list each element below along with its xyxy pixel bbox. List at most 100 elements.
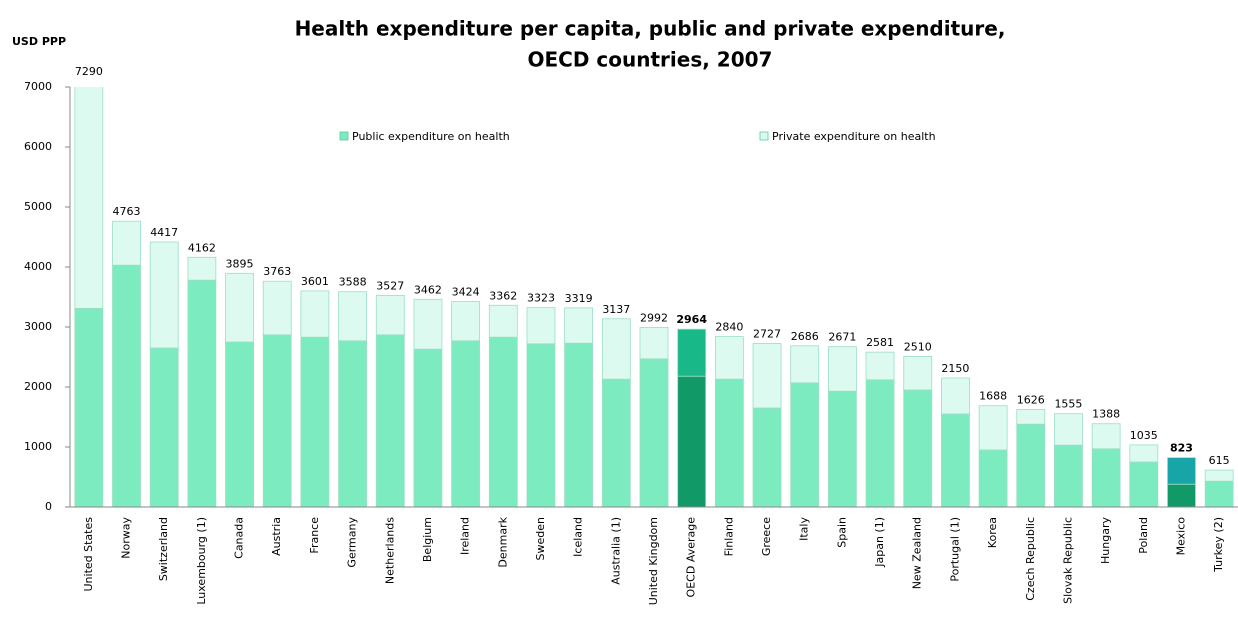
x-tick-label: Turkey (2)	[1212, 517, 1225, 573]
total-label: 1388	[1092, 408, 1120, 421]
x-tick-label: Hungary	[1099, 517, 1112, 564]
x-tick-label: France	[308, 517, 321, 554]
bar-segment	[1167, 483, 1196, 508]
bar-segment	[752, 407, 782, 508]
chart-title: OECD countries, 2007	[528, 48, 773, 72]
bar-segment	[1054, 413, 1083, 446]
total-label: 3362	[489, 289, 517, 302]
total-label: 2727	[753, 327, 781, 340]
total-label: 3895	[226, 257, 254, 270]
total-label: 2671	[828, 331, 856, 344]
bar-segment	[601, 318, 631, 380]
bar-segment	[827, 346, 857, 392]
bar-segment	[1091, 423, 1121, 450]
x-tick-label: Iceland	[572, 517, 585, 557]
y-tick-label: 5000	[24, 200, 52, 213]
total-label: 3763	[263, 265, 291, 278]
bar-segment	[865, 379, 895, 508]
bar-segment	[1129, 461, 1159, 508]
legend-swatch	[339, 131, 349, 141]
bar-segment	[187, 279, 217, 508]
total-label: 615	[1209, 454, 1230, 467]
bar-segment	[451, 340, 481, 508]
chart-title: Health expenditure per capita, public an…	[295, 17, 1006, 41]
bar-segment	[1167, 457, 1196, 485]
legend-swatch	[759, 131, 769, 141]
bar-segment	[978, 449, 1008, 508]
bar-segment	[451, 301, 481, 342]
total-label: 2686	[791, 330, 819, 343]
bar-segment	[526, 343, 556, 508]
bar-segment	[639, 358, 669, 508]
total-label: 3323	[527, 292, 555, 305]
bar-segment	[488, 304, 518, 338]
bar-segment	[790, 382, 820, 508]
bar-segment	[187, 256, 217, 281]
legend-label: Private expenditure on health	[772, 130, 936, 143]
bar-segment	[300, 290, 330, 338]
bar-segment	[941, 377, 970, 415]
total-label: 2964	[676, 313, 707, 326]
total-label: 2510	[904, 340, 932, 353]
x-tick-label: Finland	[722, 517, 735, 556]
bar-segment	[1204, 469, 1234, 482]
x-tick-label: Australia (1)	[609, 517, 622, 585]
total-label: 3601	[301, 275, 329, 288]
x-tick-label: Korea	[986, 517, 999, 548]
bar-segment	[413, 348, 443, 508]
bar-segment	[375, 334, 405, 508]
x-tick-label: Spain	[835, 517, 848, 548]
bar-segment	[714, 336, 744, 380]
x-tick-label: Denmark	[496, 516, 509, 567]
total-label: 2840	[715, 321, 743, 334]
bar-segment	[941, 413, 970, 508]
x-tick-label: Switzerland	[157, 517, 170, 581]
bar-segment	[978, 405, 1008, 451]
bar-segment	[677, 375, 707, 508]
bar-segment	[262, 280, 292, 336]
bar-segment	[225, 272, 254, 343]
total-label: 3527	[376, 279, 404, 292]
x-tick-label: Canada	[233, 517, 246, 559]
bar-segment	[903, 389, 933, 508]
x-tick-label: Czech Republic	[1024, 517, 1037, 601]
total-label: 1626	[1017, 393, 1045, 406]
x-tick-label: Norway	[120, 517, 133, 559]
x-tick-label: New Zealand	[911, 517, 924, 589]
x-tick-label: Poland	[1137, 517, 1150, 554]
bar-segment	[564, 307, 594, 344]
total-label: 3462	[414, 283, 442, 296]
total-label: 4763	[113, 205, 141, 218]
x-tick-label: Netherlands	[383, 517, 396, 584]
bar-segment	[903, 355, 933, 391]
bar-segment	[112, 220, 141, 266]
y-tick-label: 4000	[24, 260, 52, 273]
bar-segment	[677, 328, 707, 377]
y-tick-label: 6000	[24, 140, 52, 153]
bar-segment	[790, 345, 820, 384]
bar-segment	[338, 340, 367, 508]
x-tick-label: Mexico	[1174, 517, 1187, 556]
bar-segment	[865, 351, 895, 381]
bar-segment	[225, 341, 254, 508]
total-label: 3319	[565, 292, 593, 305]
plot	[74, 87, 1234, 508]
bar-segment	[1016, 423, 1046, 508]
bar-segment	[74, 307, 104, 508]
bar-segment	[827, 390, 857, 508]
bar-segment	[375, 294, 405, 336]
total-label: 1688	[979, 390, 1007, 403]
x-tick-label: Portugal (1)	[948, 517, 961, 582]
bar-segment	[74, 87, 104, 309]
bar-segment	[639, 327, 669, 360]
total-label: 1035	[1130, 429, 1158, 442]
bar-segment	[1091, 448, 1121, 508]
total-label: 2992	[640, 311, 668, 324]
y-tick-label: 3000	[24, 320, 52, 333]
total-label: 2581	[866, 336, 894, 349]
bar-segment	[338, 291, 367, 342]
legend-label: Public expenditure on health	[352, 130, 510, 143]
x-tick-label: Sweden	[534, 517, 547, 560]
x-tick-label: Austria	[270, 517, 283, 556]
